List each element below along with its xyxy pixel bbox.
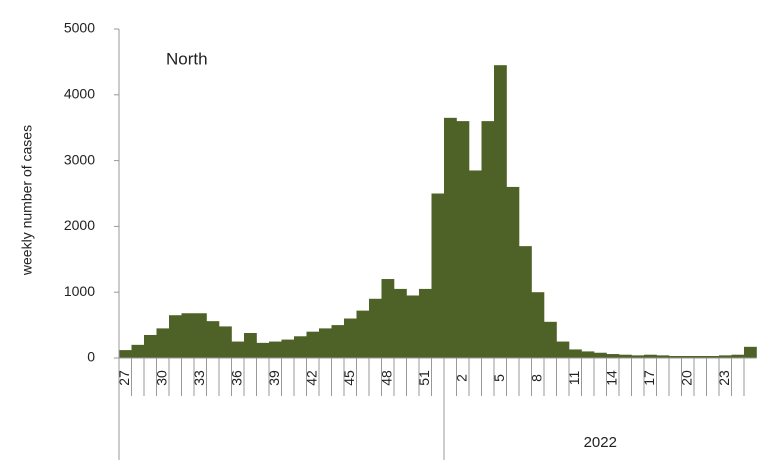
x-tick-label: 45 — [341, 370, 357, 386]
bar — [356, 310, 370, 358]
bar — [731, 354, 745, 358]
x-tick-label: 2 — [453, 374, 469, 382]
bar — [744, 346, 757, 358]
y-tick-label: 3000 — [64, 151, 95, 167]
bar — [319, 328, 332, 358]
x-tick-label: 51 — [416, 370, 432, 386]
bar — [481, 121, 495, 359]
bar — [331, 325, 345, 358]
bar — [306, 331, 320, 358]
y-tick-label: 0 — [87, 349, 95, 365]
bar — [594, 352, 607, 358]
y-tick-label: 4000 — [64, 86, 95, 102]
bar — [719, 355, 732, 358]
annotation: North — [166, 49, 208, 68]
bar — [231, 341, 245, 358]
bar — [681, 356, 695, 358]
bar — [156, 328, 170, 358]
bar — [444, 117, 457, 358]
bar — [431, 193, 445, 358]
y-axis-title: weekly number of cases — [19, 125, 35, 276]
bar — [419, 288, 432, 358]
bar — [631, 355, 645, 358]
bar — [381, 279, 395, 358]
x-tick-label: 5 — [491, 374, 507, 382]
bar — [206, 321, 220, 358]
bar — [556, 341, 570, 358]
group-label: 2022 — [584, 434, 617, 451]
x-tick-label: 17 — [641, 370, 657, 386]
bar — [706, 356, 720, 358]
x-tick-label: 36 — [228, 370, 244, 386]
bar — [656, 355, 670, 358]
bar — [519, 246, 532, 358]
bar — [244, 332, 257, 358]
bar — [494, 65, 507, 358]
bar — [581, 351, 595, 358]
bar — [219, 326, 232, 358]
x-tick-label: 14 — [603, 370, 619, 386]
bar — [131, 344, 145, 358]
bar — [269, 341, 282, 358]
bar — [344, 318, 357, 358]
x-tick-label: 23 — [716, 370, 732, 386]
bar — [119, 350, 132, 358]
x-tick-label: 39 — [266, 370, 282, 386]
bar — [194, 313, 207, 358]
y-tick-label: 1000 — [64, 283, 95, 299]
y-tick-label: 5000 — [64, 20, 95, 36]
bar — [169, 315, 182, 358]
x-tick-label: 33 — [191, 370, 207, 386]
bar — [606, 354, 620, 358]
bar — [569, 349, 582, 358]
bar — [694, 356, 707, 358]
x-tick-label: 8 — [528, 374, 544, 382]
bar — [281, 339, 295, 358]
x-tick-label: 20 — [678, 370, 694, 386]
bar — [406, 295, 420, 358]
bar — [531, 292, 545, 358]
x-tick-label: 48 — [378, 370, 394, 386]
x-tick-label: 11 — [566, 371, 582, 386]
y-tick-label: 2000 — [64, 217, 95, 233]
bar — [144, 334, 157, 358]
bar — [544, 321, 557, 358]
x-tick-label: 27 — [116, 370, 132, 386]
bar — [469, 170, 482, 358]
bar — [294, 336, 307, 358]
bar — [456, 121, 470, 359]
bar — [369, 298, 382, 358]
bar — [506, 186, 520, 358]
bar — [256, 342, 270, 358]
bar — [619, 354, 632, 358]
bar — [669, 356, 682, 358]
x-tick-label: 42 — [303, 370, 319, 386]
bar — [181, 313, 195, 358]
bar — [644, 354, 657, 358]
bar — [394, 288, 407, 358]
x-tick-label: 30 — [153, 370, 169, 386]
